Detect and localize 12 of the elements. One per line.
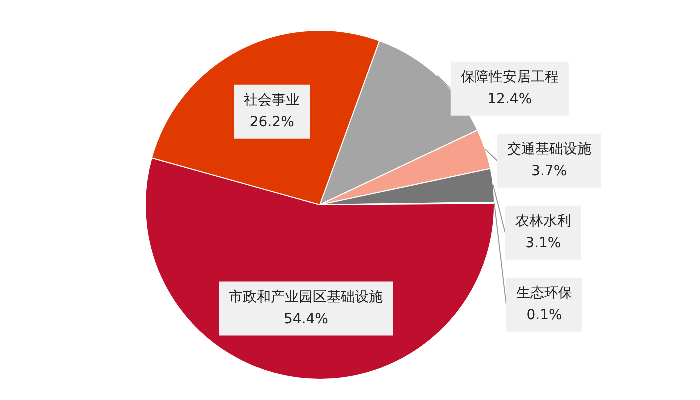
slice-label: 生态环保 <box>516 286 572 302</box>
data-label: 3.7% <box>532 164 568 180</box>
data-label: 26.2% <box>250 114 294 131</box>
data-label: 3.1% <box>526 236 562 252</box>
data-label: 54.4% <box>284 311 328 328</box>
slice-label: 保障性安居工程 <box>460 70 559 86</box>
slice-label: 社会事业 <box>244 92 300 109</box>
data-label: 12.4% <box>488 92 532 108</box>
slice-label: 农林水利 <box>515 214 572 230</box>
slice-label: 市政和产业园区基础设施 <box>229 289 384 306</box>
slice-label: 交通基础设施 <box>507 142 592 158</box>
data-label: 0.1% <box>526 308 562 324</box>
